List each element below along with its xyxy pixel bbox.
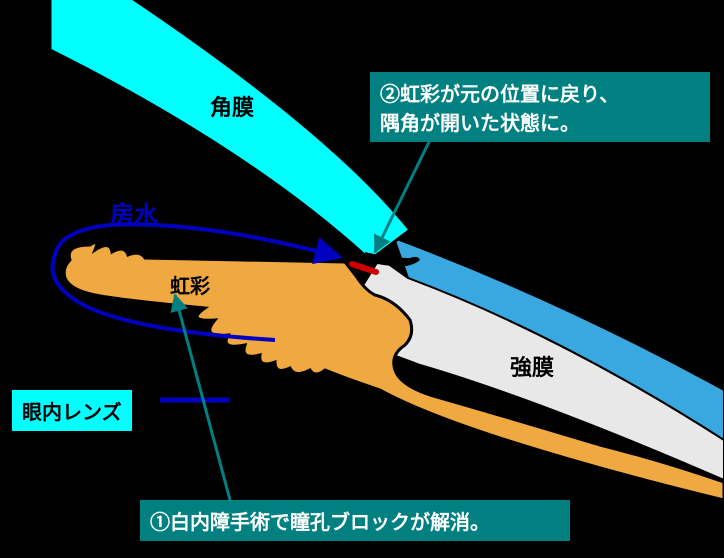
iol-label-box: 眼内レンズ: [12, 390, 132, 431]
incision-mark: [352, 264, 376, 272]
step1-callout: ①白内障手術で瞳孔ブロックが解消。: [140, 500, 570, 541]
cornea-shape: [50, 0, 410, 260]
cornea-label: 角膜: [210, 90, 254, 122]
aqueous-label: 房水: [110, 195, 158, 230]
sclera-label: 強膜: [510, 350, 554, 382]
iris-label: 虹彩: [170, 270, 210, 299]
step2-callout: ②虹彩が元の位置に戻り、 隅角が開いた状態に。: [370, 72, 710, 142]
